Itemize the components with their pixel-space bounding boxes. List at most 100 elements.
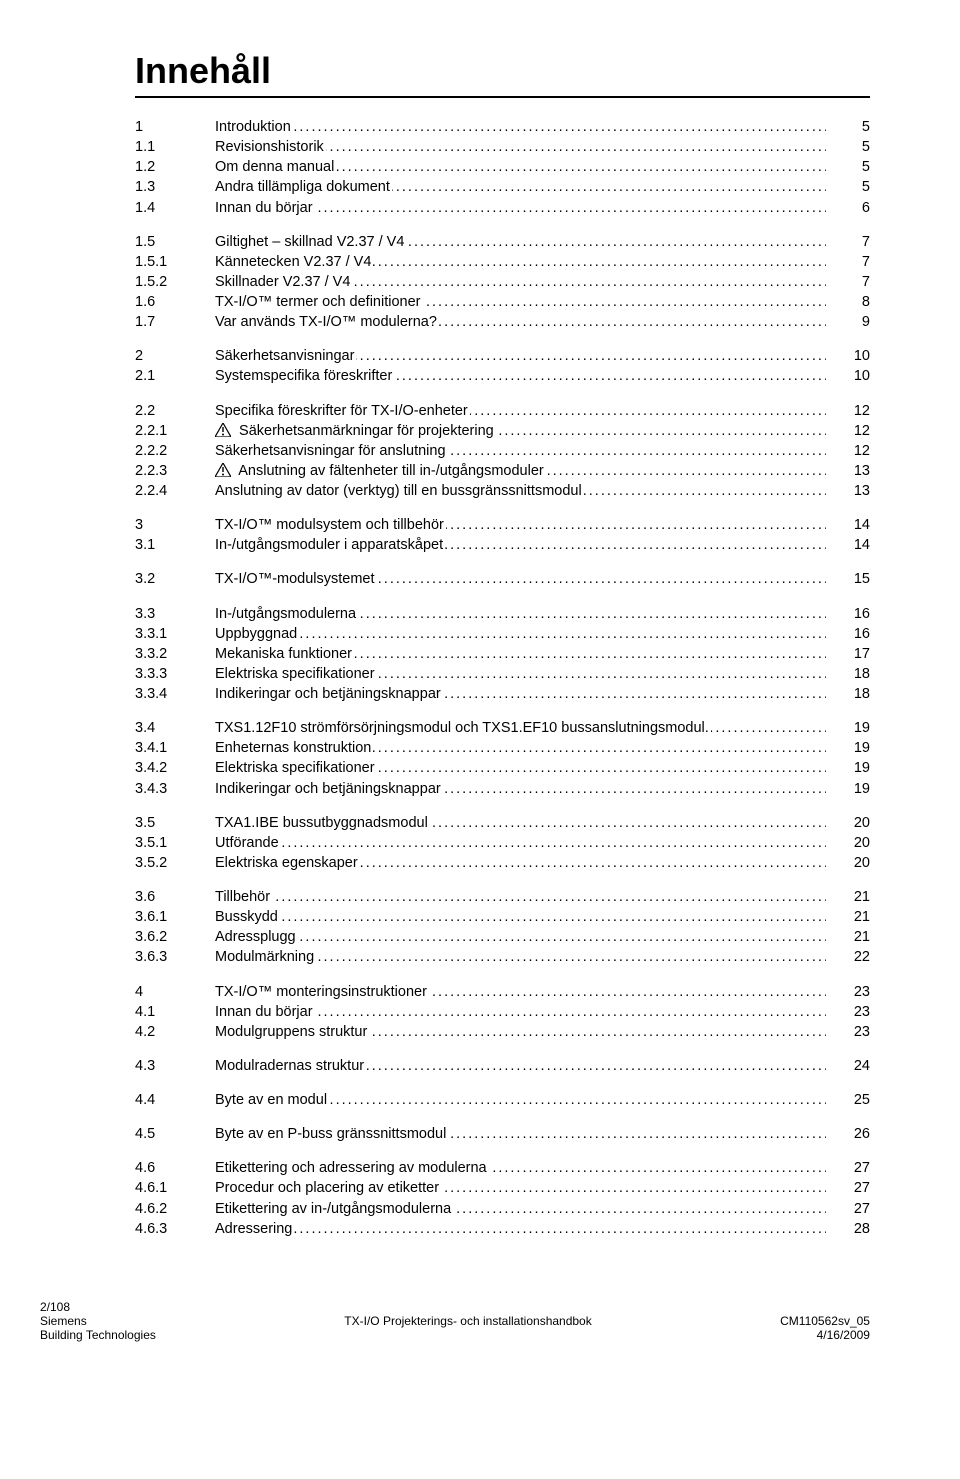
toc-page: 26: [826, 1125, 870, 1143]
toc-number: 2.2: [135, 402, 215, 420]
toc-row: 4.4Byte av en modul25: [135, 1091, 870, 1109]
toc-row: 3.5TXA1.IBE bussutbyggnadsmodul20: [135, 814, 870, 832]
toc-row: 3.4.2Elektriska specifikationer19: [135, 759, 870, 777]
toc-page: 23: [826, 1023, 870, 1041]
toc-number: 1.7: [135, 313, 215, 331]
toc-label: Giltighet – skillnad V2.37 / V4: [215, 233, 826, 251]
toc-row: 1.7Var används TX-I/O™ modulerna?9: [135, 313, 870, 331]
toc-row: 2.2.2Säkerhetsanvisningar för anslutning…: [135, 442, 870, 460]
toc-label: TX-I/O™ modulsystem och tillbehör: [215, 516, 826, 534]
toc-page: 21: [826, 928, 870, 946]
toc-label: Modulmärkning: [215, 948, 826, 966]
toc-row: 4.1Innan du börjar23: [135, 1003, 870, 1021]
toc-page: 15: [826, 570, 870, 588]
toc-row: 1Introduktion5: [135, 118, 870, 136]
toc-number: 3.5.2: [135, 854, 215, 872]
toc-page: 20: [826, 854, 870, 872]
toc-row: 2.2Specifika föreskrifter för TX-I/O-enh…: [135, 402, 870, 420]
footer-division: Building Technologies: [40, 1328, 156, 1342]
toc-label: Etikettering och adressering av modulern…: [215, 1159, 826, 1177]
toc-row: 1.5Giltighet – skillnad V2.37 / V47: [135, 233, 870, 251]
toc-row: 3TX-I/O™ modulsystem och tillbehör14: [135, 516, 870, 534]
toc-number: 1.3: [135, 178, 215, 196]
toc-page: 5: [826, 158, 870, 176]
toc-label: Uppbyggnad: [215, 625, 826, 643]
toc-row: 3.3In-/utgångsmodulerna16: [135, 605, 870, 623]
toc-number: 3.6: [135, 888, 215, 906]
toc-page: 5: [826, 118, 870, 136]
toc-page: 9: [826, 313, 870, 331]
toc-row: 3.4TXS1.12F10 strömförsörjningsmodul och…: [135, 719, 870, 737]
toc-page: 7: [826, 253, 870, 271]
toc-page: 17: [826, 645, 870, 663]
toc-row: 2Säkerhetsanvisningar10: [135, 347, 870, 365]
toc-page: 12: [826, 402, 870, 420]
toc-row: 3.6.2Adressplugg21: [135, 928, 870, 946]
toc-row: 2.1Systemspecifika föreskrifter10: [135, 367, 870, 385]
toc-label: Skillnader V2.37 / V4: [215, 273, 826, 291]
toc-number: 3.5: [135, 814, 215, 832]
toc-number: 2.2.3: [135, 462, 215, 480]
toc-number: 3.4.1: [135, 739, 215, 757]
toc-label: Adressering: [215, 1220, 826, 1238]
toc-page: 5: [826, 178, 870, 196]
toc-page: 27: [826, 1179, 870, 1197]
toc-label: Anslutning av dator (verktyg) till en bu…: [215, 482, 826, 500]
toc-page: 7: [826, 233, 870, 251]
toc-number: 3.1: [135, 536, 215, 554]
toc-label: Modulradernas struktur: [215, 1057, 826, 1075]
toc-page: 25: [826, 1091, 870, 1109]
toc-page: 12: [826, 422, 870, 440]
toc-label: Elektriska specifikationer: [215, 665, 826, 683]
toc-row: 1.4Innan du börjar6: [135, 199, 870, 217]
toc-number: 4.6.1: [135, 1179, 215, 1197]
toc-row: 1.1Revisionshistorik5: [135, 138, 870, 156]
toc-number: 3.3.3: [135, 665, 215, 683]
toc-row: 4TX-I/O™ monteringsinstruktioner23: [135, 983, 870, 1001]
toc-number: 4: [135, 983, 215, 1001]
toc-label: Byte av en P-buss gränssnittsmodul: [215, 1125, 826, 1143]
toc-label: Enheternas konstruktion: [215, 739, 826, 757]
toc-page: 5: [826, 138, 870, 156]
toc-label: In-/utgångsmoduler i apparatskåpet: [215, 536, 826, 554]
toc-page: 27: [826, 1159, 870, 1177]
toc-page: 8: [826, 293, 870, 311]
toc-number: 4.2: [135, 1023, 215, 1041]
toc-label: Procedur och placering av etiketter: [215, 1179, 826, 1197]
toc-label: Specifika föreskrifter för TX-I/O-enhete…: [215, 402, 826, 420]
toc-row: 3.5.1Utförande20: [135, 834, 870, 852]
toc-number: 3.3.1: [135, 625, 215, 643]
toc-label: TXS1.12F10 strömförsörjningsmodul och TX…: [215, 719, 826, 737]
toc-page: 10: [826, 347, 870, 365]
toc-number: 2.2.2: [135, 442, 215, 460]
toc-row: 1.6TX-I/O™ termer och definitioner8: [135, 293, 870, 311]
toc-page: 24: [826, 1057, 870, 1075]
toc-label: TX-I/O™-modulsystemet: [215, 570, 826, 588]
toc-page: 23: [826, 1003, 870, 1021]
footer-company: Siemens: [40, 1314, 156, 1328]
toc-row: 1.3Andra tillämpliga dokument5: [135, 178, 870, 196]
toc-number: 2.1: [135, 367, 215, 385]
toc-page: 27: [826, 1200, 870, 1218]
toc-number: 1.5.1: [135, 253, 215, 271]
toc-page: 7: [826, 273, 870, 291]
toc-number: 1: [135, 118, 215, 136]
toc-page: 19: [826, 780, 870, 798]
toc-label: TXA1.IBE bussutbyggnadsmodul: [215, 814, 826, 832]
toc-label: Busskydd: [215, 908, 826, 926]
toc-row: 3.4.1Enheternas konstruktion19: [135, 739, 870, 757]
toc-row: 3.3.1Uppbyggnad16: [135, 625, 870, 643]
toc-number: 3.2: [135, 570, 215, 588]
toc-number: 3.6.1: [135, 908, 215, 926]
toc-number: 4.3: [135, 1057, 215, 1075]
toc-page: 14: [826, 536, 870, 554]
toc-label: Indikeringar och betjäningsknappar: [215, 685, 826, 703]
toc-page: 19: [826, 759, 870, 777]
toc-row: 3.3.2Mekaniska funktioner17: [135, 645, 870, 663]
toc-number: 3.3: [135, 605, 215, 623]
toc-number: 4.6.3: [135, 1220, 215, 1238]
table-of-contents: 1Introduktion51.1Revisionshistorik51.2Om…: [135, 118, 870, 1238]
toc-number: 1.4: [135, 199, 215, 217]
toc-page: 18: [826, 665, 870, 683]
toc-page: 20: [826, 834, 870, 852]
